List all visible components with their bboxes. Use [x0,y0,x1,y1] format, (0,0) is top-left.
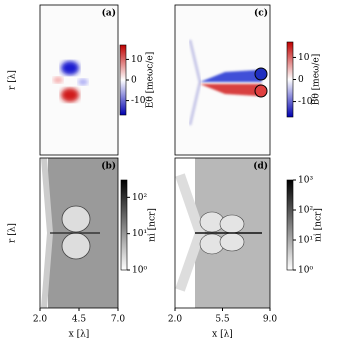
x-tick-label: 4.5 [72,315,87,325]
field-image [40,5,118,155]
plot-frame [39,4,119,156]
panel-label: (a) [102,8,116,19]
x-axis-label: x [λ] [69,330,90,340]
panel-label: (d) [253,161,268,172]
colorbar-label: Eθ [meωc/e] [146,52,156,108]
colorbar-tick-label: 10³ [298,176,313,186]
x-tick-label: 2.0 [168,315,183,325]
density-image [175,158,270,308]
panel-label: (b) [101,161,116,172]
colorbar [120,179,128,271]
density-image [40,158,118,308]
colorbar [286,41,294,118]
colorbar-label: Bθ [meω/e] [312,54,322,105]
colorbar-tick-label: 0 [131,76,137,86]
x-tick-label: 5.5 [215,315,230,325]
colorbar-label: ni [ncr] [314,208,324,242]
colorbar-tick-label: 10 [298,53,310,63]
colorbar-tick-label: 10² [298,206,313,216]
x-tick-label: 7.0 [111,315,126,325]
colorbar-tick-label: -10 [298,97,313,107]
colorbar-tick-label: 0 [298,75,304,85]
colorbar-tick-label: -10 [131,96,146,106]
colorbar-label: ni [ncr] [148,208,158,242]
field-image [175,5,270,155]
panel-label: (c) [254,8,268,19]
x-tick-label: 9.0 [263,315,278,325]
x-axis-label: x [λ] [212,330,233,340]
y-axis-label: r [λ] [8,70,18,90]
colorbar-tick-label: 10¹ [298,236,313,246]
plot-frame [174,4,271,156]
colorbar [286,179,294,271]
colorbar-tick-label: 10 [131,55,143,65]
colorbar-tick-label: 10¹ [132,229,147,239]
colorbar-tick-label: 10² [132,193,147,203]
colorbar-tick-label: 10⁰ [298,266,313,276]
x-tick-label: 2.0 [33,315,48,325]
colorbar-tick-label: 10⁰ [132,266,147,276]
colorbar [119,44,127,116]
y-axis-label: r [λ] [8,223,18,243]
